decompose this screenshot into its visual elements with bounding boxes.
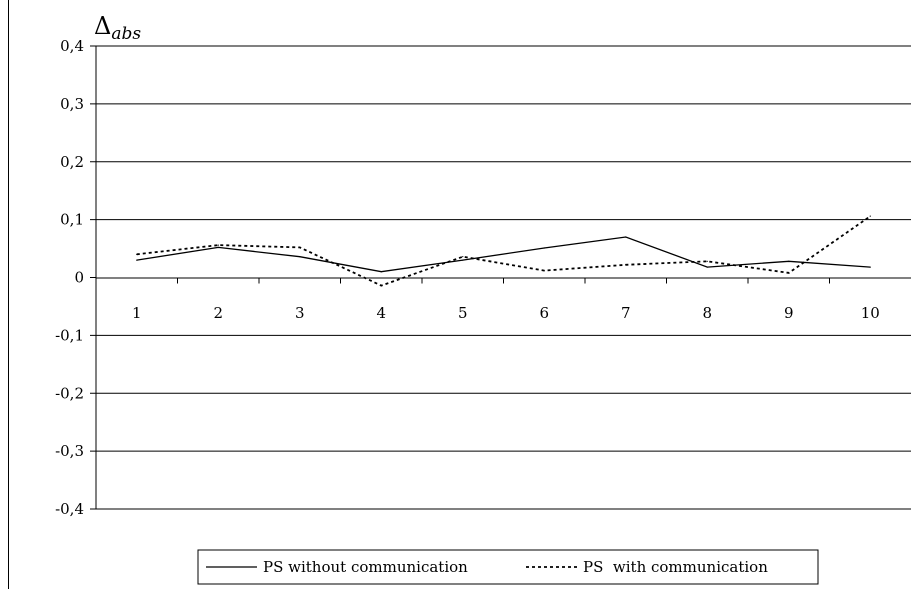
y-tick-label: 0,1 xyxy=(60,211,84,229)
data-point xyxy=(462,259,464,261)
legend-label-without-communication: PS without communication xyxy=(263,558,468,576)
data-point xyxy=(136,259,138,261)
series-lines xyxy=(136,215,871,287)
data-point xyxy=(625,236,627,238)
x-tick-label: 7 xyxy=(621,304,631,322)
data-point xyxy=(217,246,219,249)
legend-box xyxy=(197,549,819,585)
y-tick-label: -0,1 xyxy=(55,326,84,344)
y-tick-label: 0,3 xyxy=(60,95,84,113)
y-tick-label: -0,3 xyxy=(55,442,84,460)
data-point xyxy=(136,253,138,255)
data-point xyxy=(543,247,545,249)
y-tick-label: -0,2 xyxy=(55,384,84,402)
data-point xyxy=(299,246,301,249)
series-line-with-communication xyxy=(136,215,871,287)
data-point xyxy=(706,266,708,268)
x-tick-label: 4 xyxy=(376,304,386,322)
legend: PS without communication PS with communi… xyxy=(197,549,819,585)
data-point xyxy=(462,256,464,258)
y-axis-title-symbol: Δ xyxy=(94,12,111,40)
data-point xyxy=(217,244,219,246)
data-point xyxy=(869,266,871,268)
data-point xyxy=(788,260,790,262)
x-tick-labels: 1 2 3 4 5 6 7 8 9 10 xyxy=(132,304,880,322)
x-tick-label: 2 xyxy=(213,304,223,322)
y-tick-label: 0 xyxy=(74,269,84,287)
y-tick-labels: 0,4 0,3 0,2 0,1 0 -0,1 -0,2 -0,3 -0,4 xyxy=(55,37,84,518)
data-point xyxy=(869,215,871,217)
data-point xyxy=(543,269,545,272)
x-tick-label: 1 xyxy=(132,304,142,322)
series-line-without-communication xyxy=(136,236,871,273)
x-tick-label: 5 xyxy=(458,304,468,322)
data-point xyxy=(299,256,301,258)
y-tick-label: -0,4 xyxy=(55,500,84,518)
x-tick-label: 3 xyxy=(295,304,305,322)
data-point xyxy=(706,260,708,262)
y-tick-label: 0,4 xyxy=(60,37,84,55)
y-axis-title-subscript: abs xyxy=(111,24,141,44)
x-tick-label: 10 xyxy=(861,304,880,322)
data-point xyxy=(380,271,382,273)
x-tick-label: 8 xyxy=(702,304,712,322)
x-tick-label: 6 xyxy=(539,304,549,322)
gridlines xyxy=(90,45,911,510)
data-point xyxy=(625,264,627,266)
legend-label-with-communication: PS with communication xyxy=(583,558,768,576)
data-point xyxy=(788,272,790,274)
x-tick-label: 9 xyxy=(784,304,794,322)
y-axis-title: Δabs xyxy=(94,12,141,44)
data-point xyxy=(380,285,382,287)
y-tick-label: 0,2 xyxy=(60,153,84,171)
